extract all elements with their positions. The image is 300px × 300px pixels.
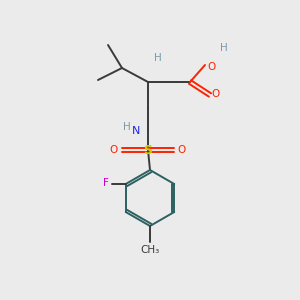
Text: S: S: [143, 143, 152, 157]
Text: O: O: [110, 145, 118, 155]
Text: F: F: [103, 178, 109, 188]
Text: O: O: [211, 89, 219, 99]
Text: H: H: [123, 122, 131, 132]
Text: CH₃: CH₃: [140, 245, 160, 255]
Text: N: N: [132, 126, 140, 136]
Text: H: H: [154, 53, 162, 63]
Text: O: O: [208, 62, 216, 72]
Text: O: O: [178, 145, 186, 155]
Text: H: H: [220, 43, 228, 53]
